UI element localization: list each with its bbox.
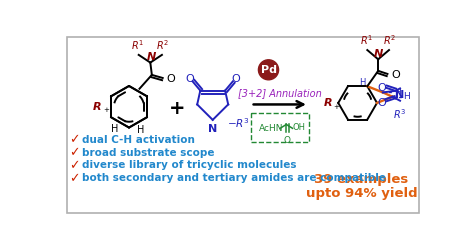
Text: ✓: ✓ xyxy=(70,133,80,146)
Text: O: O xyxy=(185,74,194,84)
Text: O: O xyxy=(378,98,387,108)
Text: H: H xyxy=(394,88,401,97)
Text: $R^1$: $R^1$ xyxy=(131,38,145,52)
Text: H: H xyxy=(137,125,145,135)
Text: N: N xyxy=(208,124,217,134)
Text: $R^2$: $R^2$ xyxy=(156,38,169,52)
Text: both secondary and tertiary amides are compatible: both secondary and tertiary amides are c… xyxy=(82,173,386,183)
Text: ✓: ✓ xyxy=(70,159,80,172)
Text: +: + xyxy=(169,99,185,118)
Bar xyxy=(251,113,309,142)
Text: Pd: Pd xyxy=(261,65,276,75)
Text: $R^3$: $R^3$ xyxy=(393,107,407,121)
Text: R: R xyxy=(93,102,102,112)
Text: N: N xyxy=(374,49,383,59)
Text: O: O xyxy=(378,83,387,93)
Text: [3+2] Annulation: [3+2] Annulation xyxy=(238,88,322,98)
Text: ✓: ✓ xyxy=(70,147,80,159)
Text: upto 94% yield: upto 94% yield xyxy=(306,186,417,199)
Text: O: O xyxy=(392,70,400,80)
Text: H: H xyxy=(403,92,410,101)
Text: AcHN: AcHN xyxy=(258,124,283,133)
Text: H: H xyxy=(111,124,118,134)
Text: +: + xyxy=(334,104,340,110)
Text: OH: OH xyxy=(292,123,306,132)
Text: O: O xyxy=(166,74,175,84)
Text: broad substrate scope: broad substrate scope xyxy=(82,148,215,158)
Text: diverse library of tricyclic molecules: diverse library of tricyclic molecules xyxy=(82,160,297,170)
Text: ✓: ✓ xyxy=(70,172,80,185)
Text: N: N xyxy=(146,52,156,62)
Text: $-R^3$: $-R^3$ xyxy=(227,116,249,130)
Text: R: R xyxy=(323,98,332,108)
Text: 39 examples: 39 examples xyxy=(314,173,409,186)
Text: H: H xyxy=(359,78,366,87)
Text: O: O xyxy=(232,74,240,84)
Text: $R^1$: $R^1$ xyxy=(360,33,373,47)
Text: $R^2$: $R^2$ xyxy=(383,33,396,47)
Text: N: N xyxy=(395,90,405,100)
Text: dual C-H activation: dual C-H activation xyxy=(82,135,195,145)
Text: +: + xyxy=(103,107,109,113)
Text: O: O xyxy=(283,136,291,145)
Circle shape xyxy=(258,60,279,80)
